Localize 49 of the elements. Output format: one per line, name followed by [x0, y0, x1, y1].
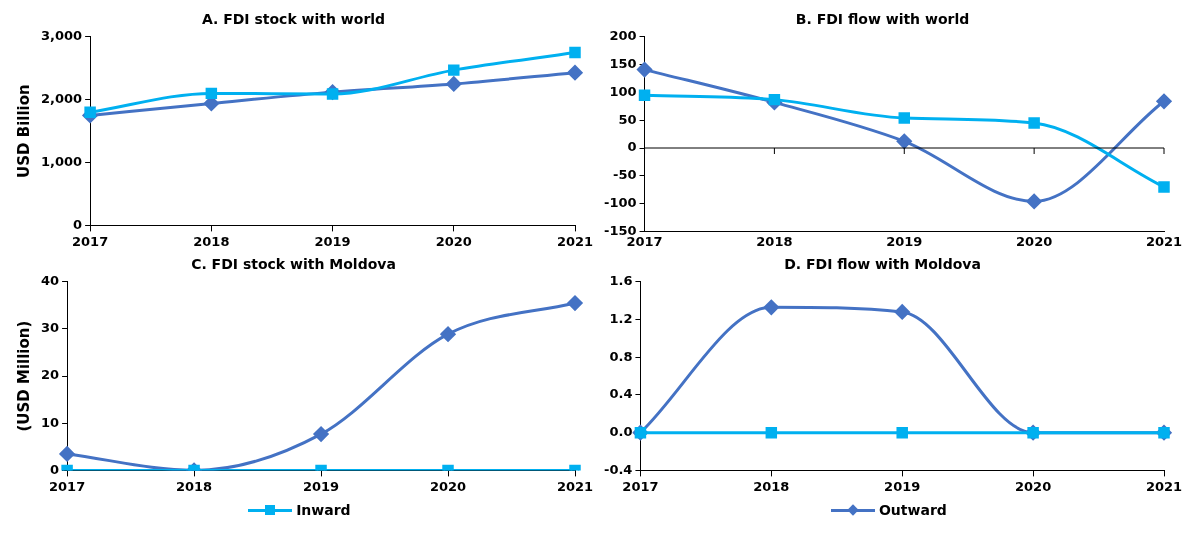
x-tick-label: 2017 [72, 233, 109, 249]
y-tick-label: 0 [73, 216, 83, 232]
x-tick-label: 2018 [193, 233, 230, 249]
y-tick-label: 40 [41, 273, 60, 289]
x-tick-label: 2018 [753, 478, 790, 494]
x-tick-label: 2019 [886, 233, 923, 249]
legend-label: Outward [878, 502, 947, 518]
x-tick-label: 2017 [622, 478, 659, 494]
y-tick-label: 0.0 [609, 424, 633, 440]
y-tick-label: 30 [41, 320, 60, 336]
chart-title: A. FDI stock with world [201, 11, 386, 28]
chart-title: C. FDI stock with Moldova [191, 256, 396, 273]
y-tick-label: -100 [603, 194, 637, 210]
y-tick-label: 0 [627, 139, 637, 155]
y-axis-title: (USD Million) [14, 320, 33, 432]
y-tick-label: 1.6 [609, 273, 633, 289]
y-tick-label: 200 [609, 28, 637, 44]
x-tick-label: 2021 [1145, 478, 1183, 494]
y-tick-label: -50 [613, 167, 637, 183]
y-tick-label: 0.8 [609, 348, 633, 364]
chart-title: D. FDI flow with Moldova [784, 256, 981, 273]
y-tick-label: 0.4 [609, 386, 633, 402]
x-tick-label: 2020 [1016, 233, 1053, 249]
x-tick-label: 2021 [1145, 233, 1183, 249]
y-axis-title: USD Billion [14, 84, 33, 178]
x-tick-label: 2020 [435, 233, 472, 249]
x-tick-label: 2021 [556, 233, 594, 249]
legend-label: Inward [296, 502, 351, 518]
y-tick-label: 0 [50, 461, 60, 477]
y-tick-label: 50 [618, 111, 637, 127]
y-tick-label: 20 [41, 367, 60, 383]
x-tick-label: 2017 [49, 478, 86, 494]
x-tick-label: 2019 [314, 233, 351, 249]
x-tick-label: 2019 [302, 478, 340, 494]
y-tick-label: 150 [609, 55, 637, 71]
x-tick-label: 2018 [175, 478, 213, 494]
x-tick-label: 2021 [556, 478, 594, 494]
chart-title: B. FDI flow with world [795, 11, 970, 28]
y-tick-label: 10 [41, 414, 60, 430]
x-tick-label: 2020 [1015, 478, 1052, 494]
y-tick-label: -0.4 [603, 461, 633, 477]
x-tick-label: 2019 [884, 478, 921, 494]
x-tick-label: 2018 [756, 233, 793, 249]
y-tick-label: 3,000 [41, 28, 83, 44]
x-tick-label: 2020 [429, 478, 467, 494]
y-tick-label: 1,000 [41, 153, 83, 169]
y-tick-label: 2,000 [41, 91, 83, 107]
y-tick-label: 1.2 [609, 310, 633, 326]
y-tick-label: 100 [609, 83, 637, 99]
